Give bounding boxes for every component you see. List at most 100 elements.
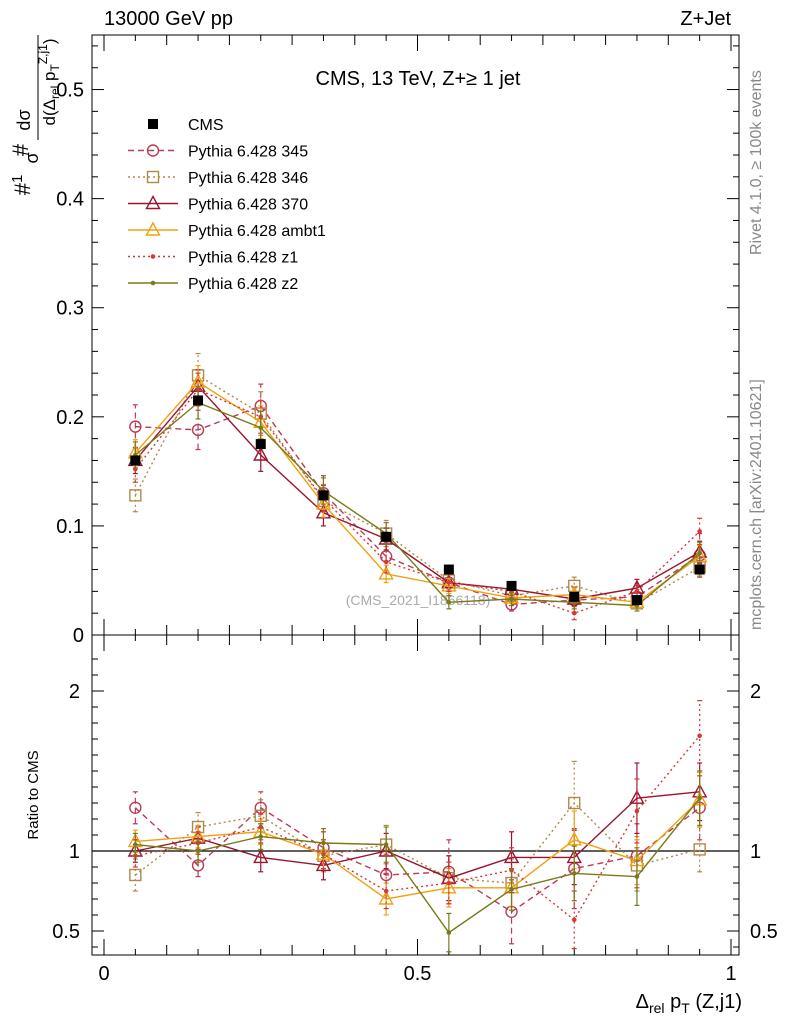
ratio-pythia-6-428-ambt1-point bbox=[378, 890, 394, 905]
ratio-pythia-6-428-346-point bbox=[129, 868, 142, 882]
main-pythia-6-428-z2-point bbox=[258, 425, 264, 431]
legend-pythia-6-428-370-marker bbox=[145, 195, 161, 210]
ratio-ytick-label: 2 bbox=[69, 681, 80, 703]
legend-pythia-6-428-346-label: Pythia 6.428 346 bbox=[188, 170, 308, 187]
svg-text:#: # bbox=[8, 143, 33, 156]
svg-text:#1: #1 bbox=[9, 175, 35, 196]
ratio-pythia-6-428-370-point bbox=[629, 789, 645, 804]
main-pythia-6-428-ambt1-point bbox=[315, 495, 332, 510]
main-pythia-6-428-370-line bbox=[134, 385, 700, 600]
ratio-plot-frame bbox=[91, 634, 740, 956]
ratio-pythia-6-428-z2-point bbox=[697, 795, 702, 801]
ratio-pythia-6-428-z1-point bbox=[697, 733, 702, 739]
ratio-pythia-6-428-z2-line bbox=[135, 797, 701, 934]
main-pythia-6-428-z1-point bbox=[697, 529, 702, 534]
main-ytick-label: 0.5 bbox=[56, 80, 84, 102]
main-ytick-label: 0.1 bbox=[56, 516, 84, 538]
header-right: Z+Jet bbox=[680, 8, 731, 30]
main-pythia-6-428-345-line bbox=[135, 405, 701, 606]
legend-pythia-6-428-ambt1-label: Pythia 6.428 ambt1 bbox=[188, 223, 326, 240]
main-pythia-6-428-ambt1-line bbox=[134, 380, 701, 604]
main-pythia-6-428-z2-point bbox=[446, 599, 452, 605]
main-y-axis-label: #1 σ # dσ d(Δrel pTZ,j1) bbox=[8, 35, 62, 195]
ratio-pythia-6-428-346-point bbox=[568, 796, 581, 810]
cms-point bbox=[443, 564, 454, 575]
rivet-label: Rivet 4.1.0, ≥ 100k events bbox=[748, 70, 765, 255]
ratio-pythia-6-428-z2-point bbox=[383, 842, 389, 847]
ratio-pythia-6-428-370-line bbox=[135, 791, 700, 879]
ratio-pythia-6-428-z2-point bbox=[258, 834, 264, 839]
legend-pythia-6-428-z1-label: Pythia 6.428 z1 bbox=[188, 250, 298, 267]
ratio-pythia-6-428-345-point bbox=[379, 868, 393, 882]
ratio-xtick-label: 0 bbox=[98, 963, 109, 985]
main-pythia-6-428-z2-point bbox=[509, 596, 514, 602]
ratio-pythia-6-428-z2-point bbox=[133, 842, 138, 847]
ratio-ytick-label-right: 0.5 bbox=[750, 921, 778, 943]
legend-pythia-6-428-370-label: Pythia 6.428 370 bbox=[188, 197, 308, 214]
main-ytick-label: 0 bbox=[73, 625, 84, 647]
main-axes: 0 0.1 0.2 0.3 0.4 0.5 bbox=[56, 35, 739, 647]
legend-pythia-6-428-ambt1-marker bbox=[145, 221, 161, 236]
main-pythia-6-428-z2-point bbox=[697, 550, 702, 556]
header-left: 13000 GeV pp bbox=[104, 8, 233, 30]
legend: CMS Pythia 6.428 345 Pythia 6.428 346 Pythi… bbox=[128, 117, 326, 293]
legend-pythia-6-428-z1-marker bbox=[150, 254, 156, 259]
legend-cms-label: CMS bbox=[188, 117, 224, 134]
ratio-plot-marks bbox=[127, 699, 708, 953]
main-pythia-6-428-z1-point bbox=[383, 559, 389, 565]
ratio-pythia-6-428-345-point bbox=[254, 801, 267, 814]
svg-text:σ: σ bbox=[22, 152, 42, 163]
ratio-pythia-6-428-z1-point bbox=[634, 808, 640, 814]
main-pythia-6-428-z1-line bbox=[134, 388, 701, 614]
svg-text:dσ: dσ bbox=[14, 109, 34, 130]
ratio-pythia-6-428-ambt1-line bbox=[135, 799, 701, 900]
main-pythia-6-428-z1-point bbox=[446, 580, 452, 585]
main-ytick-label: 0.3 bbox=[56, 298, 84, 320]
ratio-pythia-6-428-z1-point bbox=[383, 888, 389, 894]
legend-pythia-6-428-345-label: Pythia 6.428 345 bbox=[188, 144, 308, 161]
main-ytick-label: 0.4 bbox=[56, 189, 84, 211]
ratio-ytick-label: 1 bbox=[69, 841, 80, 863]
mcplots-label: mcplots.cern.ch [arXiv:2401.10621] bbox=[748, 379, 765, 630]
legend-pythia-6-428-z2-label: Pythia 6.428 z2 bbox=[188, 276, 298, 293]
main-pythia-6-428-370-point bbox=[315, 504, 332, 519]
ratio-pythia-6-428-z2-point bbox=[571, 871, 577, 876]
cms-point bbox=[381, 531, 392, 542]
ratio-pythia-6-428-346-line bbox=[134, 801, 700, 884]
ratio-axes: 0 0.5 1 0.5 0.5 1 1 2 2 bbox=[52, 635, 778, 985]
cms-point bbox=[694, 564, 705, 575]
ratio-pythia-6-428-z2-point bbox=[446, 930, 452, 935]
main-pythia-6-428-ambt1-point bbox=[378, 565, 394, 580]
svg-text:d(Δrel pTZ,j1): d(Δrel pTZ,j1) bbox=[36, 38, 62, 125]
cms-point bbox=[255, 439, 266, 450]
main-pythia-6-428-346-line bbox=[134, 374, 700, 605]
ratio-ytick-label-right: 2 bbox=[750, 681, 761, 703]
ratio-pythia-6-428-345-line bbox=[134, 806, 701, 913]
cms-point bbox=[130, 455, 141, 466]
legend-pythia-6-428-346-marker bbox=[146, 170, 160, 184]
x-axis-label: Δrel pT (Z,j1) bbox=[636, 991, 742, 1016]
ratio-pythia-6-428-z1-point bbox=[571, 917, 577, 923]
ratio-pythia-6-428-z1-point bbox=[446, 880, 452, 886]
ratio-xtick-label: 0.5 bbox=[404, 963, 432, 985]
cms-point bbox=[569, 591, 580, 602]
ratio-pythia-6-428-z2-point bbox=[195, 848, 201, 854]
ratio-ytick-label: 0.5 bbox=[52, 921, 80, 943]
ratio-pythia-6-428-370-point bbox=[253, 848, 269, 864]
cms-point bbox=[631, 595, 642, 606]
cms-point bbox=[318, 490, 329, 501]
ratio-xtick-label: 1 bbox=[725, 963, 736, 985]
ratio-pythia-6-428-370-point bbox=[315, 856, 332, 872]
main-pythia-6-428-z1-point bbox=[571, 610, 577, 616]
analysis-watermark: (CMS_2021_I1866118) bbox=[346, 592, 491, 608]
ratio-pythia-6-428-z2-point bbox=[321, 840, 326, 846]
main-ytick-label: 0.2 bbox=[56, 407, 84, 429]
cms-point bbox=[506, 580, 517, 591]
legend-cms-marker bbox=[148, 119, 158, 129]
legend-pythia-6-428-345-marker bbox=[146, 144, 160, 157]
legend-pythia-6-428-z2-marker bbox=[150, 280, 156, 286]
ratio-pythia-6-428-346-point bbox=[693, 843, 706, 856]
ratio-pythia-6-428-ambt1-point bbox=[315, 845, 332, 860]
main-plot-marks bbox=[127, 352, 708, 621]
